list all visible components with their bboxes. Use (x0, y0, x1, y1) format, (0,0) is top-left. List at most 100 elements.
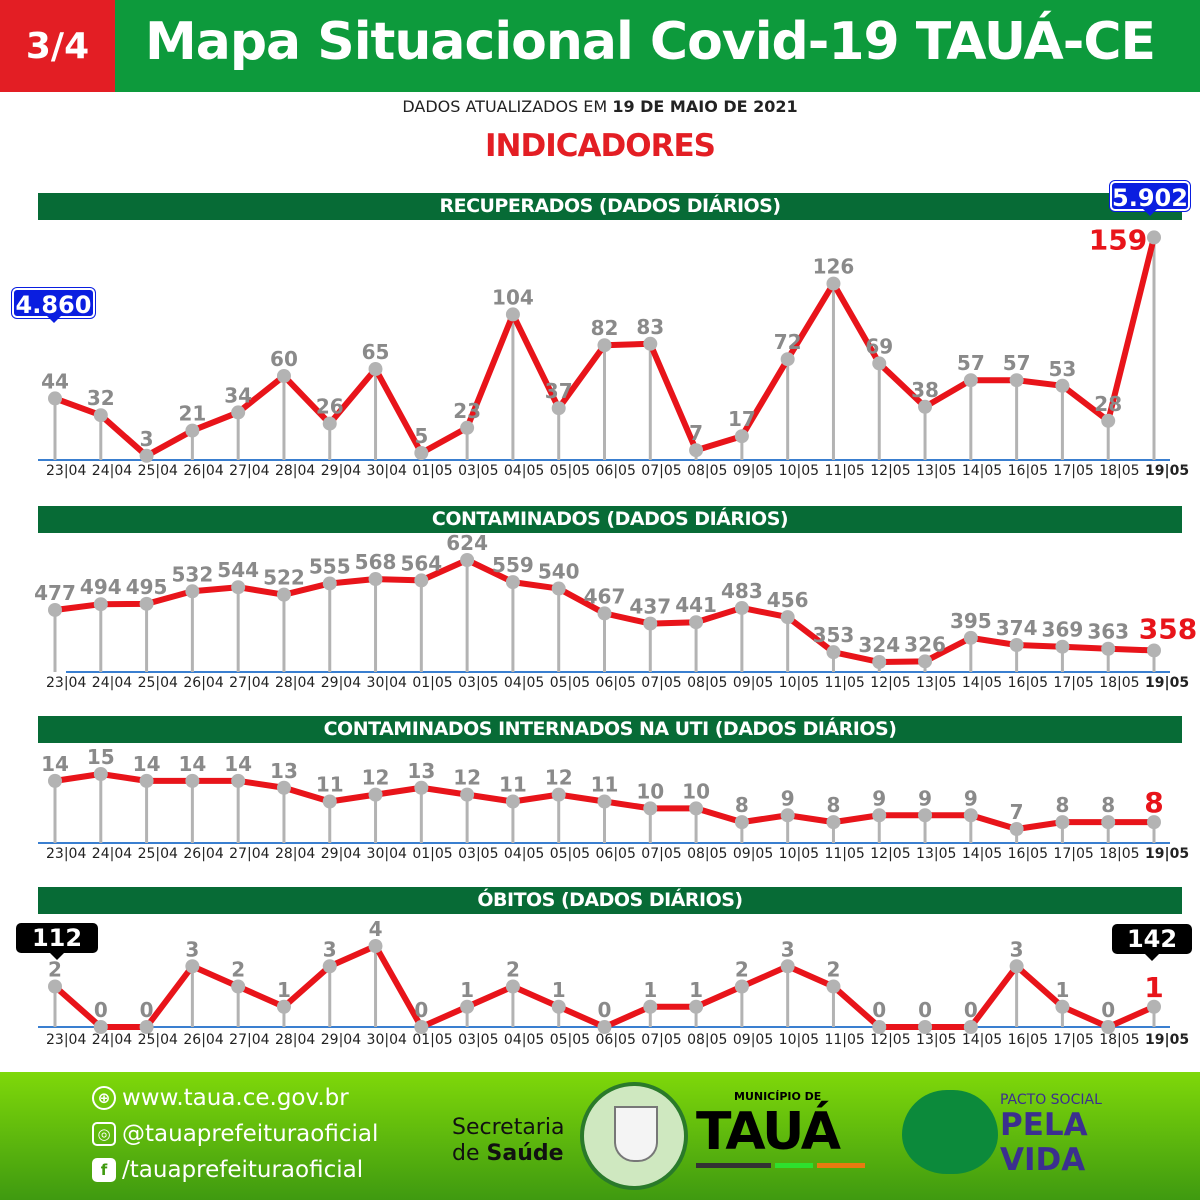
data-point (322, 576, 337, 591)
data-label: 559 (492, 553, 534, 577)
data-label: 3 (185, 937, 199, 961)
data-point (780, 610, 795, 625)
data-label: 522 (263, 566, 305, 590)
data-label: 9 (964, 786, 978, 810)
chart-obitos: 2 0 0 3 2 1 3 4 0 1 2 1 0 1 1 2 3 2 0 0 0 3 1 0 1 (38, 917, 1170, 1034)
data-point (276, 780, 291, 795)
date-tick-label: 28|04 (274, 463, 316, 479)
data-label: 8 (826, 793, 840, 817)
data-label: 14 (178, 752, 206, 776)
date-tick-label: 05|05 (549, 1032, 591, 1048)
date-tick-label: 03|05 (458, 675, 499, 691)
data-label: 2 (231, 958, 245, 982)
data-point (276, 999, 291, 1014)
data-label: 12 (545, 766, 573, 790)
data-point (780, 959, 795, 974)
data-point (93, 767, 108, 781)
date-tick-label: 19|05 (1145, 675, 1190, 691)
date-tick-label: 16|05 (1007, 463, 1048, 479)
data-label: 57 (957, 351, 985, 375)
data-point (1009, 373, 1024, 388)
facebook-link[interactable]: f/tauaprefeituraoficial (92, 1156, 363, 1184)
data-point (689, 801, 704, 816)
date-tick-label: 08|05 (687, 1032, 728, 1048)
data-point (139, 773, 154, 788)
data-label: 32 (87, 386, 115, 410)
instagram-link[interactable]: ◎ @tauaprefeituraoficial (92, 1120, 378, 1148)
data-label: 8 (735, 793, 749, 817)
date-tick-label: 28|04 (274, 675, 316, 691)
date-tick-label: 12|05 (870, 463, 911, 479)
data-label: 8 (1055, 793, 1069, 817)
date-tick-label: 14|05 (961, 846, 1003, 862)
pacto-heart-icon (902, 1090, 998, 1174)
date-tick-label: 12|05 (870, 846, 911, 862)
date-tick-label: 09|05 (732, 463, 774, 479)
date-tick-label: 30|04 (366, 846, 407, 862)
date-tick-label: 03|05 (458, 1032, 499, 1048)
website-link[interactable]: ⊕ www.taua.ce.gov.br (92, 1084, 349, 1112)
data-label: 57 (1003, 351, 1031, 375)
data-label: 456 (767, 588, 809, 612)
data-point (460, 553, 475, 567)
date-tick-label: 17|05 (1053, 1032, 1094, 1048)
date-tick-label: 28|04 (274, 846, 316, 862)
date-tick-label: 29|04 (320, 1032, 362, 1048)
data-point (1055, 378, 1070, 393)
data-label: 9 (872, 786, 886, 810)
data-point (826, 979, 841, 994)
data-label: 14 (133, 752, 161, 776)
data-point (780, 352, 795, 367)
data-label: 467 (584, 584, 626, 608)
date-tick-label: 17|05 (1053, 846, 1094, 862)
data-label: 0 (414, 998, 428, 1022)
data-label: 15 (87, 745, 115, 769)
date-tick-label: 12|05 (870, 1032, 911, 1048)
data-point (185, 584, 200, 599)
data-point (505, 307, 520, 322)
data-point (597, 338, 612, 353)
date-tick-label: 14|05 (961, 463, 1003, 479)
data-point (1055, 999, 1070, 1014)
data-point (460, 787, 475, 802)
date-tick-label: 13|05 (916, 463, 957, 479)
data-point (185, 773, 200, 788)
obitos-end-total-badge: 142 (1112, 924, 1192, 961)
date-tick-label: 11|05 (824, 675, 865, 691)
date-tick-label: 06|05 (595, 846, 636, 862)
data-point (1147, 999, 1161, 1014)
date-tick-label: 29|04 (320, 463, 362, 479)
pacto-social-logo: PACTO SOCIAL PELA VIDA (1000, 1092, 1102, 1178)
date-tick-label: 07|05 (641, 675, 682, 691)
data-label: 0 (140, 998, 154, 1022)
data-point (1147, 815, 1161, 830)
data-label: 555 (309, 554, 351, 578)
data-point (48, 602, 62, 617)
data-label: 3 (323, 937, 337, 961)
date-tick-label: 19|05 (1145, 1032, 1190, 1048)
date-tick-label: 04|05 (503, 1032, 545, 1048)
data-point (643, 999, 658, 1014)
data-point (734, 979, 749, 994)
data-point (505, 979, 520, 994)
taua-logo: MUNICÍPIO DE TAUÁ (696, 1090, 865, 1168)
data-label: 23 (453, 399, 481, 423)
data-label: 8 (1144, 786, 1163, 819)
date-tick-label: 10|05 (778, 675, 820, 691)
data-label: 0 (94, 998, 108, 1022)
data-point (231, 580, 246, 595)
data-point (918, 654, 933, 669)
date-tick-label: 08|05 (687, 463, 728, 479)
date-tick-label: 01|05 (412, 846, 453, 862)
data-point (231, 405, 246, 420)
data-point (1101, 815, 1116, 830)
data-point (322, 416, 337, 431)
data-label: 1 (1055, 978, 1069, 1002)
data-point (963, 1020, 978, 1034)
page-title: Mapa Situacional Covid-19 TAUÁ-CE (145, 12, 1156, 72)
data-point (414, 780, 429, 795)
data-point (872, 808, 887, 823)
data-label: 8 (1101, 793, 1115, 817)
date-tick-label: 23|04 (46, 463, 87, 479)
recuperados-end-total-badge: 5.902 (1110, 181, 1190, 216)
